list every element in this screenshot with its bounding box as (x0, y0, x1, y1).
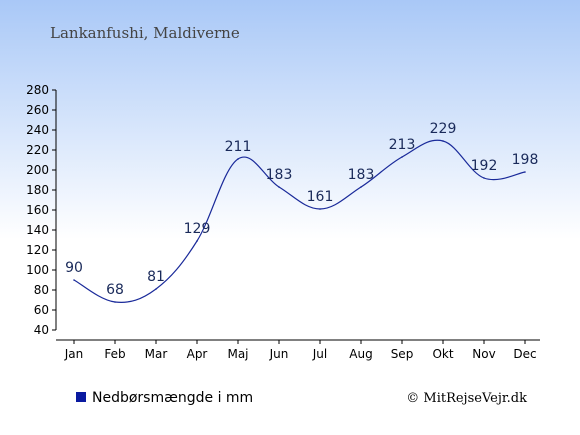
data-label-okt: 229 (430, 121, 457, 137)
y-tick-label: 260 (26, 103, 49, 117)
y-tick-label: 60 (34, 303, 49, 317)
y-tick-label: 100 (26, 263, 49, 277)
y-tick-label: 120 (26, 243, 49, 257)
data-label-aug: 183 (348, 167, 375, 183)
data-point-jan (73, 279, 75, 281)
x-tick-label: Jul (312, 347, 327, 361)
credit-text: © MitRejseVejr.dk (406, 391, 527, 406)
x-tick-label: Sep (391, 347, 414, 361)
data-label-feb: 68 (106, 282, 124, 298)
y-tick-label: 280 (26, 83, 49, 97)
x-tick-label: Nov (472, 347, 495, 361)
data-label-maj: 211 (225, 139, 252, 155)
y-tick-label: 160 (26, 203, 49, 217)
data-point-sep (401, 156, 403, 158)
y-tick-label: 240 (26, 123, 49, 137)
x-tick-label: Maj (227, 347, 248, 361)
series-line (73, 139, 526, 303)
data-label-jan: 90 (65, 260, 83, 276)
data-label-apr: 129 (184, 221, 211, 237)
data-label-sep: 213 (389, 137, 416, 153)
data-labels: 90 68 81 129 211 183 161 183 213 229 192 198 (65, 121, 538, 298)
data-point-dec (524, 171, 526, 173)
y-tick-label: 80 (34, 283, 49, 297)
x-tick-label: Feb (104, 347, 125, 361)
data-label-dec: 198 (512, 152, 539, 168)
axes: 40 60 80 100 120 140 160 180 200 220 240 260 280 Jan F… (26, 83, 540, 361)
x-tick-label: Dec (513, 347, 536, 361)
legend-label: Nedbørsmængde i mm (92, 390, 253, 406)
x-tick-label: Apr (187, 347, 208, 361)
y-tick-label: 180 (26, 183, 49, 197)
y-tick-label: 40 (34, 323, 49, 337)
data-point-apr (196, 240, 198, 242)
data-point-mar (155, 288, 157, 290)
data-point-maj (237, 158, 239, 160)
y-tick-label: 220 (26, 143, 49, 157)
data-point-aug (360, 186, 362, 188)
data-point-feb (114, 301, 116, 303)
data-point-nov (483, 177, 485, 179)
x-tick-label: Mar (145, 347, 168, 361)
x-tick-label: Aug (349, 347, 372, 361)
plot-area (73, 139, 526, 303)
x-tick-label: Jan (64, 347, 84, 361)
data-label-jun: 183 (266, 167, 293, 183)
data-point-okt (442, 140, 444, 142)
data-point-jun (278, 186, 280, 188)
y-tick-label: 140 (26, 223, 49, 237)
x-tick-label: Okt (432, 347, 453, 361)
legend-marker (76, 392, 86, 402)
chart-title: Lankanfushi, Maldiverne (50, 24, 240, 42)
data-label-mar: 81 (147, 269, 165, 285)
y-tick-label: 200 (26, 163, 49, 177)
x-tick-label: Jun (269, 347, 289, 361)
data-label-nov: 192 (471, 158, 498, 174)
data-label-jul: 161 (307, 189, 334, 205)
data-point-jul (319, 208, 321, 210)
